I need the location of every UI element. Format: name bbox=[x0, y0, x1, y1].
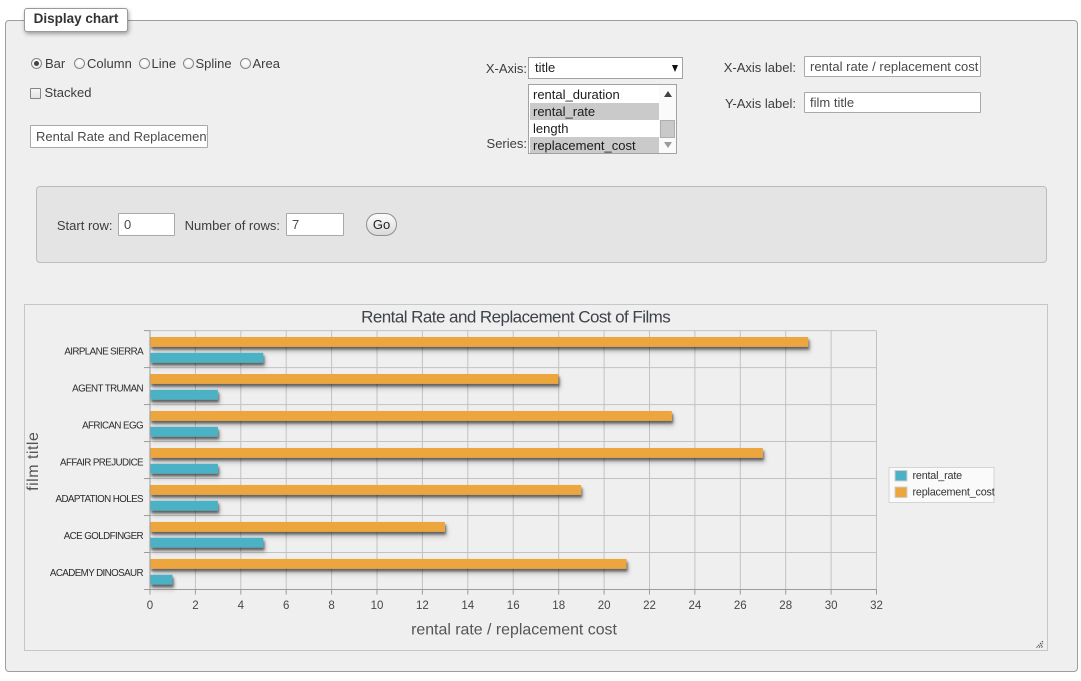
svg-text:22: 22 bbox=[643, 600, 656, 612]
svg-text:8: 8 bbox=[328, 600, 334, 612]
svg-text:Rental Rate and Replacement Co: Rental Rate and Replacement Cost of Film… bbox=[361, 308, 670, 327]
svg-text:24: 24 bbox=[689, 600, 702, 612]
svg-text:32: 32 bbox=[870, 600, 883, 612]
svg-text:rental_rate: rental_rate bbox=[913, 470, 963, 482]
svg-text:AGENT TRUMAN: AGENT TRUMAN bbox=[72, 383, 143, 394]
svg-text:14: 14 bbox=[461, 600, 474, 612]
svg-text:ACADEMY DINOSAUR: ACADEMY DINOSAUR bbox=[50, 568, 144, 579]
svg-text:replacement_cost: replacement_cost bbox=[913, 487, 995, 499]
svg-text:10: 10 bbox=[371, 600, 384, 612]
svg-text:16: 16 bbox=[507, 600, 520, 612]
svg-text:28: 28 bbox=[779, 600, 792, 612]
svg-text:AFFAIR PREJUDICE: AFFAIR PREJUDICE bbox=[60, 457, 144, 468]
svg-text:film title: film title bbox=[25, 432, 42, 491]
svg-text:AFRICAN EGG: AFRICAN EGG bbox=[82, 420, 143, 431]
svg-text:26: 26 bbox=[734, 600, 747, 612]
svg-text:rental rate / replacement cost: rental rate / replacement cost bbox=[411, 622, 617, 639]
svg-text:2: 2 bbox=[192, 600, 198, 612]
svg-text:0: 0 bbox=[147, 600, 153, 612]
svg-text:30: 30 bbox=[825, 600, 838, 612]
svg-text:18: 18 bbox=[552, 600, 565, 612]
svg-text:4: 4 bbox=[238, 600, 245, 612]
svg-text:ACE GOLDFINGER: ACE GOLDFINGER bbox=[64, 531, 144, 542]
svg-text:6: 6 bbox=[283, 600, 289, 612]
svg-text:AIRPLANE SIERRA: AIRPLANE SIERRA bbox=[64, 346, 144, 357]
svg-text:ADAPTATION HOLES: ADAPTATION HOLES bbox=[56, 494, 145, 505]
svg-text:12: 12 bbox=[416, 600, 429, 612]
svg-text:20: 20 bbox=[598, 600, 611, 612]
